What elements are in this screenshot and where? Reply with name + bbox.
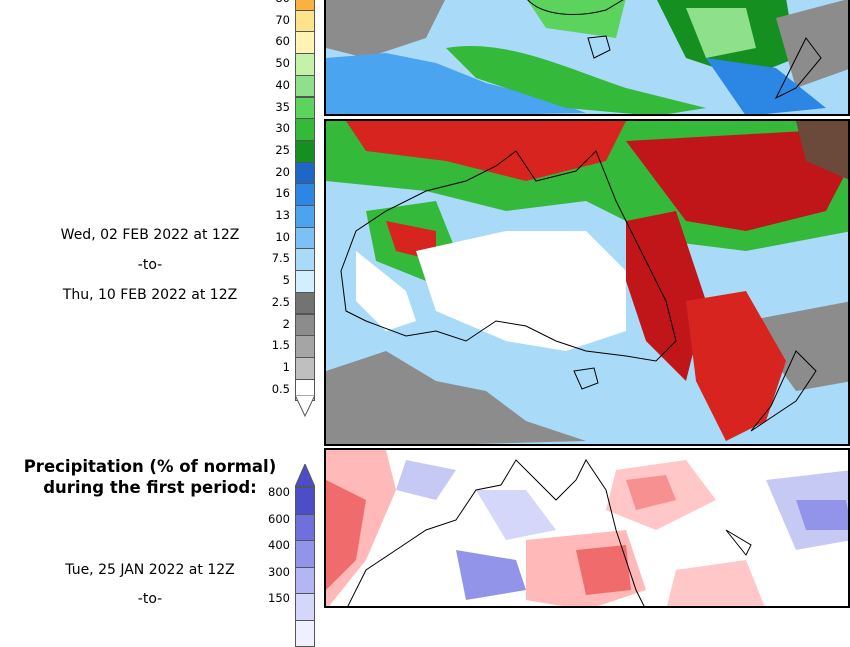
legend-tick-label: 5 [250,273,290,287]
precip-map-top-panel [324,0,850,116]
legend-tick-label: 20 [250,165,290,179]
legend-cell [295,514,315,542]
legend-tick-label: 400 [250,538,290,552]
legend-tick-label: 16 [250,186,290,200]
first-period-start-date: Tue, 25 JAN 2022 at 12Z [0,562,300,578]
precip-legend-bar [295,0,315,388]
lower-section-title-line1: Precipitation (% of normal) [0,456,300,478]
legend-cell [295,31,315,54]
legend-tick-label: 50 [250,56,290,70]
percent-normal-map-panel [324,448,850,608]
precip-map-main-panel [324,119,850,446]
legend-cell [295,10,315,33]
first-period-separator: -to- [0,591,300,607]
period-end-date: Thu, 10 FEB 2022 at 12Z [0,287,300,303]
legend-tick-label: 13 [250,208,290,222]
legend-cell [295,118,315,141]
legend-tick-label: 35 [250,100,290,114]
legend-tick-label: 2 [250,317,290,331]
legend-cell [295,97,315,120]
legend-tick-label: 60 [250,34,290,48]
legend-cell [295,487,315,515]
legend-tick-label: 0.5 [250,382,290,396]
legend-cell [295,314,315,337]
legend-tick-label: 70 [250,13,290,27]
legend-tick-label: 80 [250,0,290,5]
legend-tick-label: 30 [250,121,290,135]
legend-min-arrow-icon [295,395,315,421]
period-start-date: Wed, 02 FEB 2022 at 12Z [0,227,300,243]
legend-cell [295,357,315,380]
legend-cell [295,75,315,98]
legend-tick-label: 25 [250,143,290,157]
legend-cell [295,162,315,185]
legend-tick-label: 800 [250,485,290,499]
legend-tick-label: 1 [250,360,290,374]
legend-cell [295,183,315,206]
legend-tick-label: 600 [250,512,290,526]
legend-cell [295,53,315,76]
legend-cell [295,335,315,358]
period-separator: -to- [0,257,300,273]
legend-cell [295,140,315,163]
legend-cell [295,205,315,228]
legend-tick-label: 1.5 [250,338,290,352]
legend-tick-label: 40 [250,78,290,92]
legend-cell [295,620,315,647]
